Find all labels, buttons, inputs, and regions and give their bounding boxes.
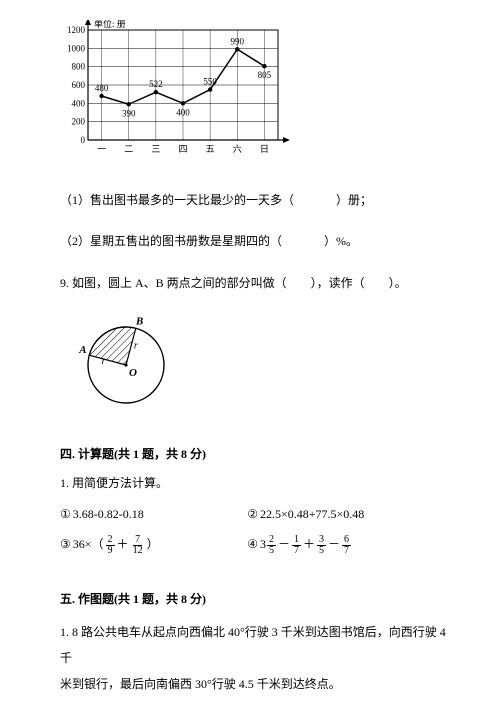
svg-text:0: 0 xyxy=(81,135,86,145)
calc-3-plus: ＋ xyxy=(117,535,129,554)
svg-text:400: 400 xyxy=(176,107,190,117)
chart-svg: 0 200 400 600 800 1000 1200 一 二 三 四 五 六 日 单位: 册 480 390 5… xyxy=(60,20,290,160)
q8b-text: （2）星期五售出的图书册数是星期四的（ xyxy=(60,234,282,248)
calc-2: ②22.5×0.48+77.5×0.48 xyxy=(247,505,434,524)
calc-3: ③36×（ 29 ＋ 712 ） xyxy=(60,535,247,556)
q8a-text: （1）售出图书最多的一天比最少的一天多（ xyxy=(60,193,294,207)
mixed-3-2-5: 3 25 xyxy=(260,535,276,556)
svg-text:800: 800 xyxy=(72,62,86,72)
section-5-title: 五. 作图题(共 1 题，共 8 分) xyxy=(60,590,450,609)
question-8-2: （2）星期五售出的图书册数是星期四的（ ）%。 xyxy=(60,232,450,251)
question-9: 9. 如图，圆上 A、B 两点之间的部分叫做（ ），读作（ ）。 xyxy=(60,274,450,293)
calc-3-lead: 36×（ xyxy=(73,535,104,554)
svg-text:B: B xyxy=(135,315,143,327)
svg-text:六: 六 xyxy=(233,143,242,154)
calc-2-text: 22.5×0.48+77.5×0.48 xyxy=(260,505,364,524)
calc-3-tail: ） xyxy=(147,535,159,554)
q8b-tail: ）%。 xyxy=(324,234,358,248)
calc-3-num: ③ xyxy=(60,535,71,554)
line-chart: 0 200 400 600 800 1000 1200 一 二 三 四 五 六 日 单位: 册 480 390 5… xyxy=(60,20,450,166)
sec5-line1: 1. 8 路公共电车从起点向西偏北 40°行驶 3 千米到达图书馆后，向西行驶 … xyxy=(60,619,450,672)
svg-text:A: A xyxy=(78,344,86,356)
calc-2-num: ② xyxy=(247,505,258,524)
frac-2-9: 29 xyxy=(106,535,115,556)
section-5-q1: 1. 8 路公共电车从起点向西偏北 40°行驶 3 千米到达图书馆后，向西行驶 … xyxy=(60,619,450,698)
calc-4-num: ④ xyxy=(247,535,258,554)
frac-3-5: 35 xyxy=(317,535,326,556)
svg-text:O: O xyxy=(129,367,137,379)
svg-text:1200: 1200 xyxy=(67,25,86,35)
svg-text:r: r xyxy=(102,356,106,367)
calc-4: ④ 3 25 － 17 ＋ 35 － 67 xyxy=(247,535,434,556)
frac-1-7: 17 xyxy=(292,535,301,556)
svg-text:五: 五 xyxy=(206,144,215,154)
sec5-line2: 米到银行，最后向南偏西 30°行驶 4.5 千米到达终点。 xyxy=(60,671,450,697)
section-4-title: 四. 计算题(共 1 题，共 8 分) xyxy=(60,445,450,464)
svg-text:日: 日 xyxy=(260,144,269,154)
question-8-1: （1）售出图书最多的一天比最少的一天多（ ）册； xyxy=(60,191,450,210)
svg-text:390: 390 xyxy=(122,108,136,118)
svg-text:二: 二 xyxy=(124,144,133,154)
svg-text:550: 550 xyxy=(203,77,217,87)
svg-text:四: 四 xyxy=(178,144,187,154)
svg-text:805: 805 xyxy=(258,70,272,80)
calc-1-text: 3.68-0.82-0.18 xyxy=(73,505,144,524)
svg-text:480: 480 xyxy=(95,83,109,93)
svg-text:200: 200 xyxy=(72,117,86,127)
svg-text:1000: 1000 xyxy=(67,43,86,53)
circle-svg: A B Or r xyxy=(66,315,186,415)
calc-grid: ①3.68-0.82-0.18 ②22.5×0.48+77.5×0.48 ③36… xyxy=(60,505,450,565)
svg-text:单位: 册: 单位: 册 xyxy=(94,20,126,29)
svg-text:400: 400 xyxy=(72,98,86,108)
frac-6-7: 67 xyxy=(342,535,351,556)
frac-7-12: 712 xyxy=(131,535,145,556)
svg-text:990: 990 xyxy=(231,36,245,46)
q8a-tail: ）册； xyxy=(336,193,372,207)
svg-text:r: r xyxy=(134,340,138,351)
svg-text:三: 三 xyxy=(151,144,160,154)
svg-text:600: 600 xyxy=(72,80,86,90)
calc-1: ①3.68-0.82-0.18 xyxy=(60,505,247,524)
svg-text:522: 522 xyxy=(149,79,163,89)
circle-figure: A B Or r xyxy=(66,315,450,421)
calc-1-num: ① xyxy=(60,505,71,524)
svg-text:一: 一 xyxy=(97,144,106,154)
section-4-q1: 1. 用简便方法计算。 xyxy=(60,474,450,493)
